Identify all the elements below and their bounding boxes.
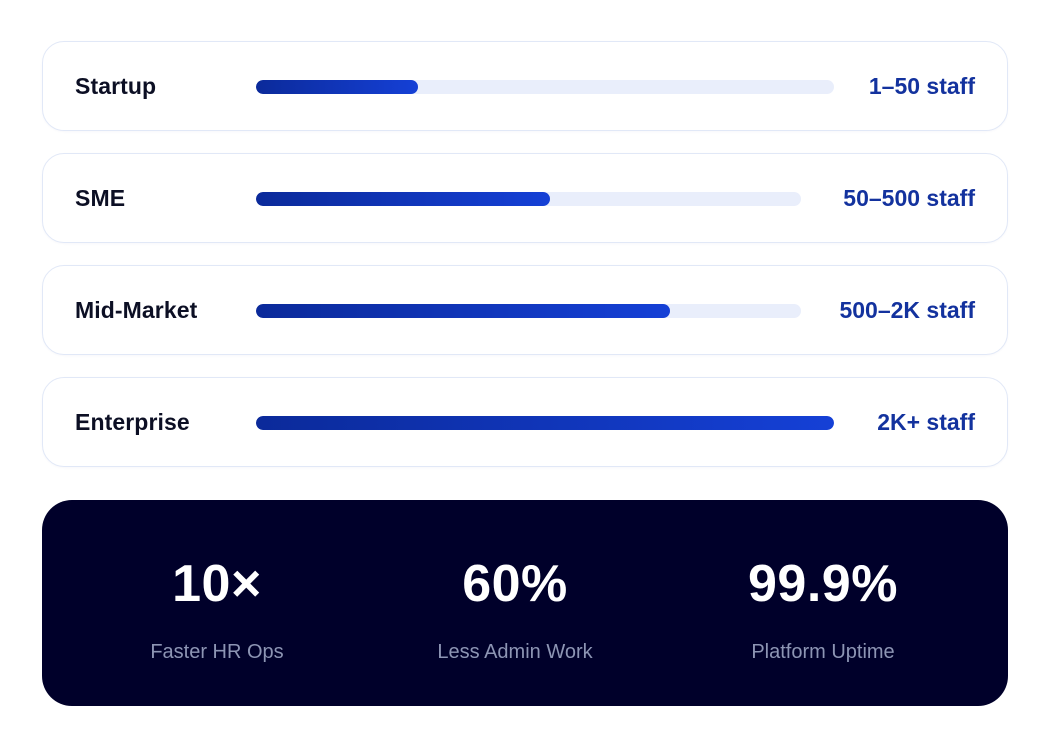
segment-progress-track — [256, 192, 801, 206]
segment-card-mid-market: Mid-Market 500–2K staff — [42, 265, 1008, 355]
segment-progress-fill — [256, 416, 834, 430]
segment-progress-fill — [256, 80, 418, 94]
stat-value: 99.9% — [748, 555, 898, 613]
segment-progress-track — [256, 80, 834, 94]
stats-panel: 10× Faster HR Ops 60% Less Admin Work 99… — [42, 500, 1008, 706]
stat-value: 10× — [172, 555, 262, 613]
segment-label: Startup — [75, 73, 157, 99]
segment-range: 500–2K staff — [839, 297, 975, 323]
stat-value: 60% — [462, 555, 568, 613]
stat-caption: Platform Uptime — [751, 641, 895, 663]
segment-label: SME — [75, 185, 126, 211]
segment-progress-track — [256, 304, 801, 318]
segment-label: Enterprise — [75, 409, 190, 435]
segment-progress-track — [256, 416, 834, 430]
stat-caption: Faster HR Ops — [150, 641, 284, 663]
segment-range: 50–500 staff — [843, 185, 975, 211]
stat-caption: Less Admin Work — [437, 641, 593, 663]
segment-progress-fill — [256, 304, 671, 318]
segment-progress-fill — [256, 192, 551, 206]
segment-label: Mid-Market — [75, 297, 198, 323]
segment-range: 1–50 staff — [868, 73, 975, 99]
segment-range: 2K+ staff — [877, 409, 975, 435]
segment-card-enterprise: Enterprise 2K+ staff — [42, 377, 1008, 467]
company-size-list: Startup 1–50 staff SME 50–500 staff Mid-… — [42, 41, 1008, 489]
segment-card-startup: Startup 1–50 staff — [42, 41, 1008, 131]
segment-card-sme: SME 50–500 staff — [42, 153, 1008, 243]
